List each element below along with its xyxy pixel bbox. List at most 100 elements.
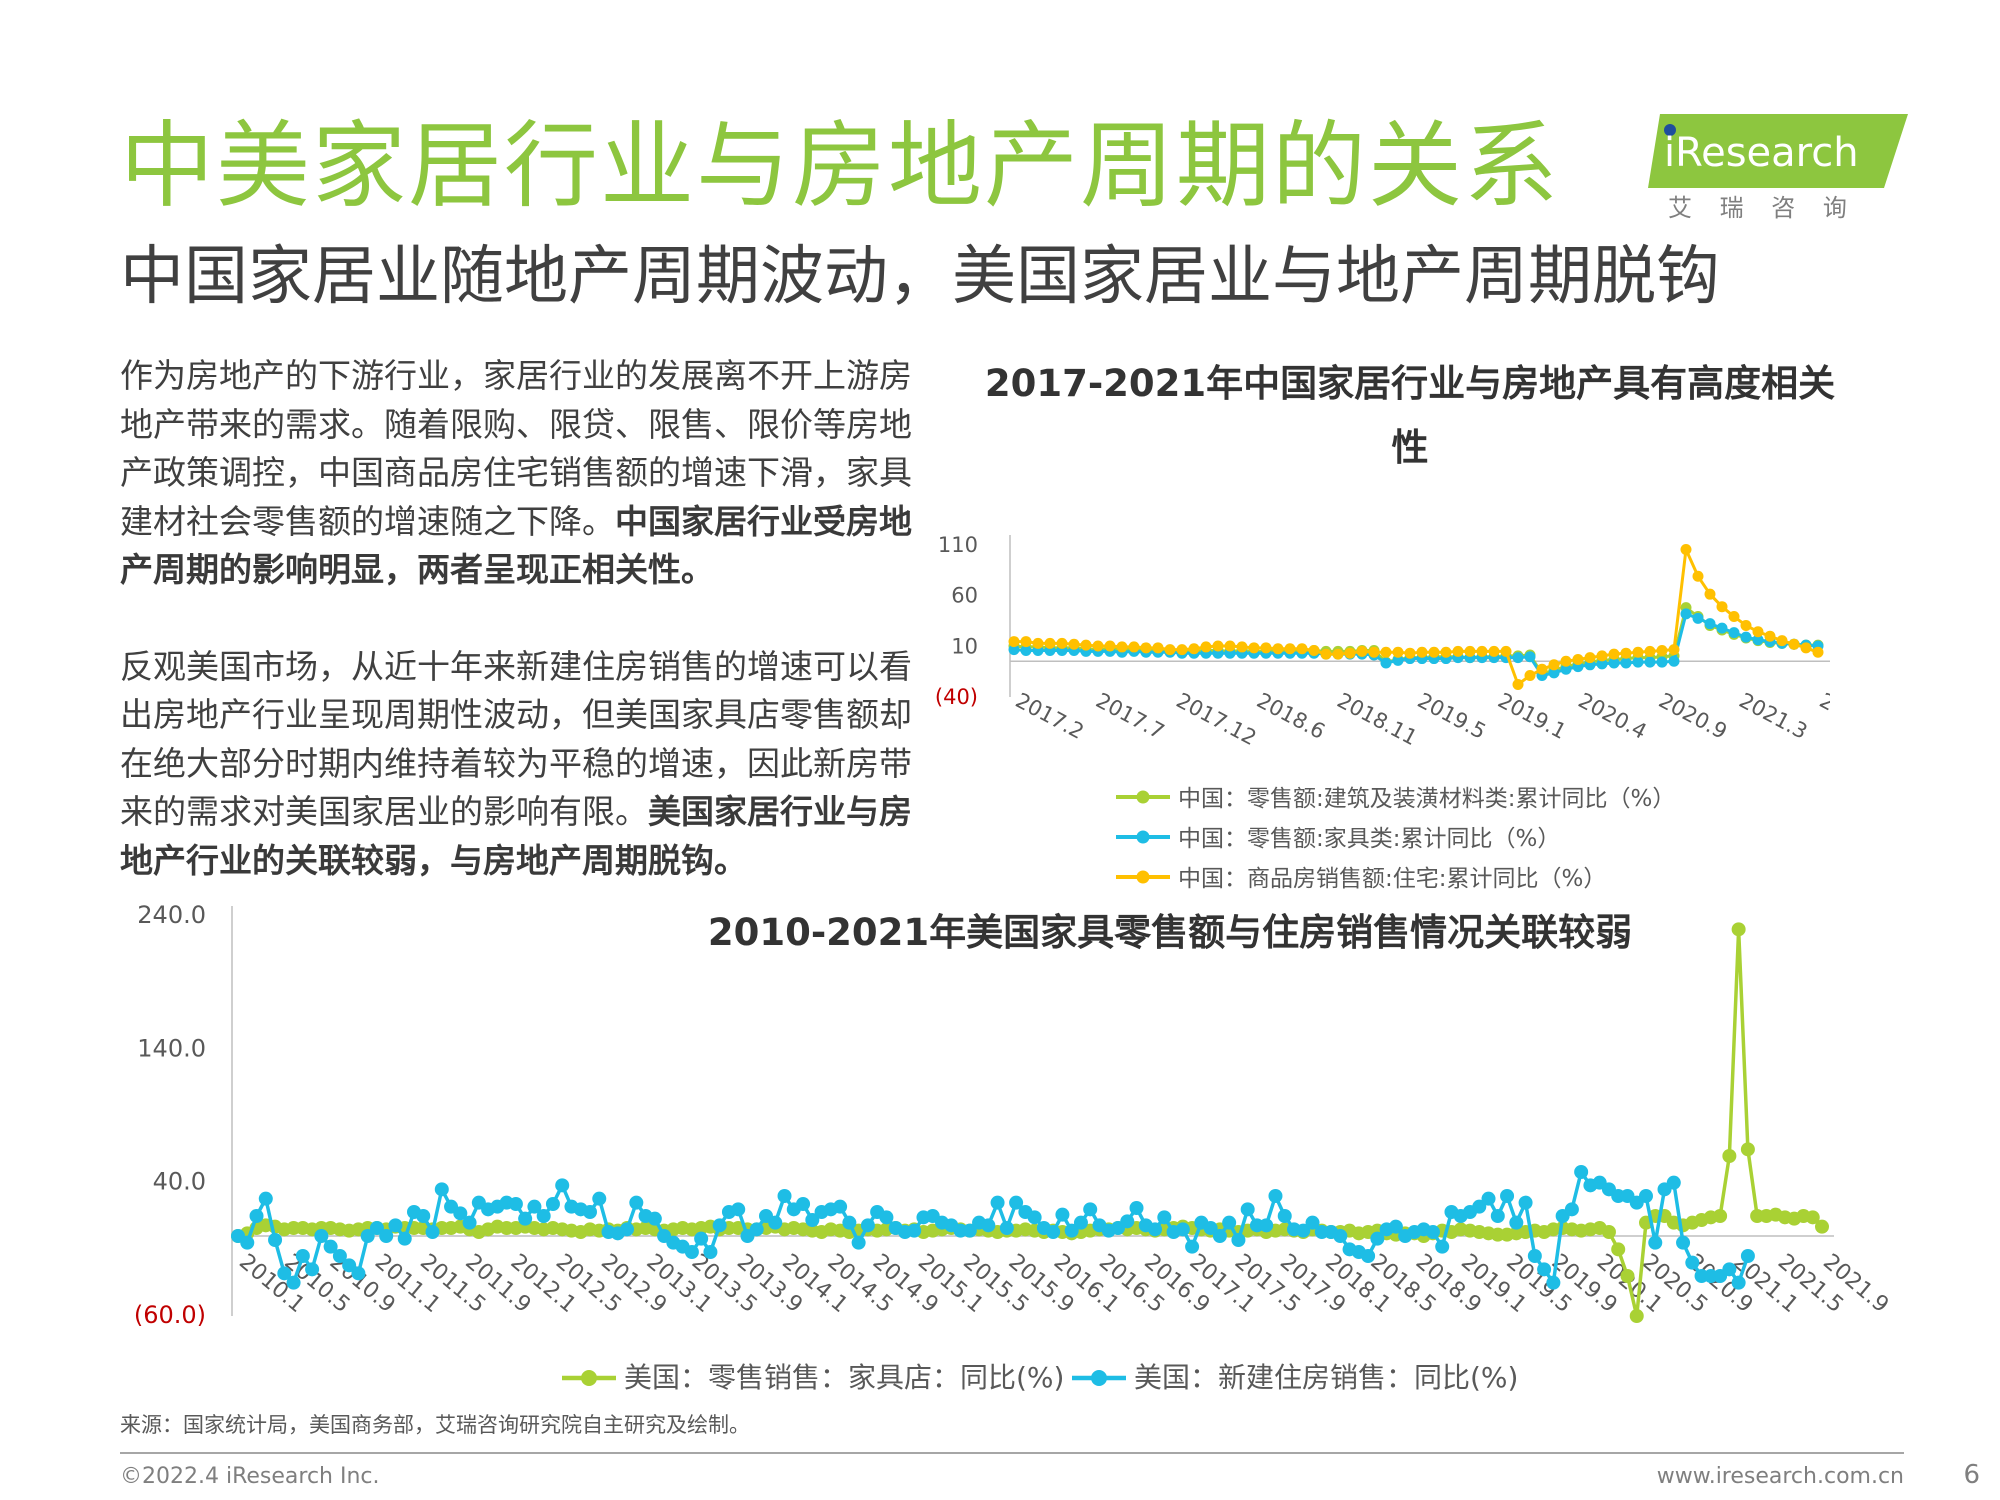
data-point-1: [545, 1197, 560, 1211]
data-point-1: [1361, 1249, 1376, 1263]
data-point-1: [1512, 652, 1524, 664]
data-point-1: [1027, 1210, 1042, 1225]
data-point-1: [777, 1189, 792, 1203]
data-point-2: [1020, 636, 1032, 648]
data-point-2: [1680, 543, 1692, 555]
data-point-2: [1128, 641, 1140, 653]
data-point-1: [1472, 1199, 1487, 1214]
data-point-1: [1185, 1239, 1200, 1254]
data-point-0: [1713, 1209, 1728, 1223]
data-point-0: [1722, 1149, 1737, 1163]
x-tick-label: 2017.7: [1092, 688, 1168, 744]
data-point-2: [1596, 650, 1608, 662]
data-point-2: [1536, 663, 1548, 675]
data-point-1: [592, 1191, 607, 1206]
data-point-2: [1356, 645, 1368, 657]
data-point-2: [1164, 644, 1176, 656]
data-point-1: [851, 1235, 866, 1250]
logo-banner: [1648, 114, 1908, 188]
data-point-1: [805, 1213, 820, 1227]
data-point-1: [268, 1233, 283, 1247]
x-tick-label: 2019.1: [1494, 688, 1570, 744]
data-point-2: [1692, 570, 1704, 582]
data-point-2: [1344, 647, 1356, 659]
data-point-1: [1490, 1209, 1505, 1223]
data-point-1: [332, 1249, 347, 1263]
x-tick-label: 2021.8: [1816, 688, 1830, 744]
data-point-1: [629, 1195, 644, 1210]
data-point-1: [1740, 631, 1752, 643]
data-point-1: [1644, 656, 1656, 668]
source-note: 来源：国家统计局，美国商务部，艾瑞咨询研究院自主研究及绘制。: [120, 1413, 750, 1437]
data-point-2: [1764, 630, 1776, 642]
data-point-1: [369, 1221, 384, 1235]
data-point-1: [1704, 618, 1716, 630]
y-tick-label: 40.0: [153, 1168, 206, 1196]
footer-divider: [120, 1452, 1904, 1454]
data-point-2: [1272, 643, 1284, 655]
data-point-2: [1044, 637, 1056, 649]
data-point-1: [351, 1266, 366, 1281]
data-point-1: [1509, 1215, 1524, 1230]
us-chart-title: 2010-2021年美国家具零售额与住房销售情况关联较弱: [707, 911, 1633, 954]
data-point-2: [1584, 652, 1596, 664]
data-point-2: [1560, 655, 1572, 667]
data-point-1: [1392, 654, 1404, 666]
data-point-1: [1020, 645, 1032, 657]
data-point-0: [1731, 922, 1746, 937]
data-point-1: [1388, 1219, 1403, 1234]
data-point-1: [1008, 644, 1020, 656]
data-point-1: [833, 1199, 848, 1214]
data-point-2: [1188, 643, 1200, 655]
data-point-1: [1728, 627, 1740, 639]
data-point-2: [1788, 638, 1800, 650]
data-point-1: [1120, 1214, 1135, 1229]
data-point-1: [1574, 1165, 1589, 1179]
y-tick-label: 10: [951, 634, 978, 658]
data-point-2: [1548, 659, 1560, 671]
data-point-1: [1685, 1255, 1700, 1270]
data-point-1: [1648, 1235, 1663, 1250]
data-point-2: [1056, 637, 1068, 649]
data-point-1: [1425, 1225, 1440, 1239]
data-point-1: [1548, 667, 1560, 679]
data-point-1: [323, 1239, 338, 1254]
data-point-2: [1116, 641, 1128, 653]
x-tick-label: 2020.4: [1574, 688, 1650, 744]
data-point-1: [712, 1218, 727, 1233]
data-point-1: [286, 1275, 301, 1290]
legend-marker-1: [1136, 830, 1150, 844]
legend-label-0: 中国：零售额:建筑及装潢材料类:累计同比（%）: [1178, 786, 1675, 812]
data-point-1: [1073, 1215, 1088, 1230]
data-point-1: [1656, 656, 1668, 668]
website-link[interactable]: www.iresearch.com.cn: [1656, 1464, 1904, 1489]
data-point-1: [249, 1209, 264, 1223]
data-point-1: [1370, 1231, 1385, 1246]
data-point-1: [1752, 634, 1764, 646]
data-point-1: [1518, 1195, 1533, 1210]
y-tick-label: 240.0: [137, 901, 206, 929]
data-point-1: [1527, 1249, 1542, 1263]
iresearch-logo: iResearch 艾 瑞 咨 询: [1648, 108, 1908, 228]
data-point-1: [397, 1231, 412, 1246]
x-tick-label: 2018.11: [1333, 688, 1421, 750]
data-point-1: [1524, 651, 1536, 663]
data-point-2: [1716, 601, 1728, 613]
data-point-2: [1008, 636, 1020, 648]
data-point-2: [1704, 588, 1716, 600]
data-point-1: [1212, 1229, 1227, 1243]
data-point-1: [1055, 1207, 1070, 1222]
data-point-2: [1068, 638, 1080, 650]
data-point-1: [647, 1211, 662, 1226]
logo-graphic: iResearch 艾 瑞 咨 询: [1648, 114, 1908, 222]
data-point-1: [314, 1229, 329, 1243]
x-tick-label: 2017.12: [1172, 688, 1260, 750]
legend-label-1: 美国：新建住房销售：同比(%): [1134, 1361, 1518, 1394]
data-point-1: [860, 1218, 875, 1233]
data-point-2: [1728, 611, 1740, 623]
data-point-1: [527, 1199, 542, 1214]
page-title: 中美家居行业与房地产周期的关系: [120, 112, 1561, 221]
data-point-1: [360, 1229, 375, 1243]
data-point-2: [1464, 645, 1476, 657]
